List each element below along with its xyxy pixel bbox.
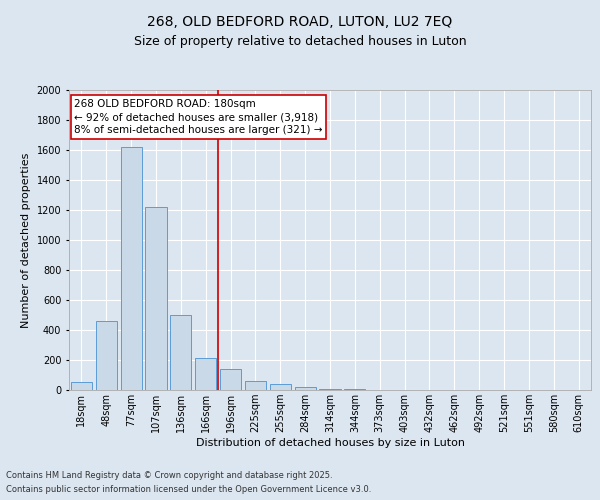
Text: 268 OLD BEDFORD ROAD: 180sqm
← 92% of detached houses are smaller (3,918)
8% of : 268 OLD BEDFORD ROAD: 180sqm ← 92% of de…	[74, 99, 323, 136]
Text: 268, OLD BEDFORD ROAD, LUTON, LU2 7EQ: 268, OLD BEDFORD ROAD, LUTON, LU2 7EQ	[148, 16, 452, 30]
Text: Contains public sector information licensed under the Open Government Licence v3: Contains public sector information licen…	[6, 486, 371, 494]
Bar	[96, 321, 117, 390]
Bar	[245, 381, 266, 390]
Text: Size of property relative to detached houses in Luton: Size of property relative to detached ho…	[134, 34, 466, 48]
Bar	[195, 358, 216, 390]
Y-axis label: Number of detached properties: Number of detached properties	[21, 152, 31, 328]
Bar	[71, 382, 92, 390]
Bar	[270, 384, 291, 390]
Bar	[344, 389, 365, 390]
X-axis label: Distribution of detached houses by size in Luton: Distribution of detached houses by size …	[196, 438, 464, 448]
Bar	[121, 147, 142, 390]
Bar	[170, 315, 191, 390]
Bar	[295, 387, 316, 390]
Bar	[145, 207, 167, 390]
Text: Contains HM Land Registry data © Crown copyright and database right 2025.: Contains HM Land Registry data © Crown c…	[6, 472, 332, 480]
Bar	[220, 369, 241, 390]
Bar	[319, 388, 341, 390]
